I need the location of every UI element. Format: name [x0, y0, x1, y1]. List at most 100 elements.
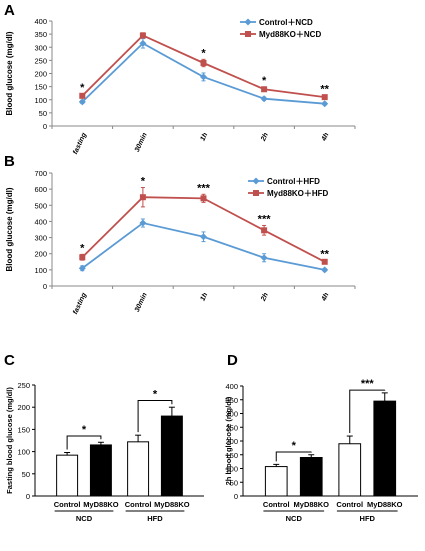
- panel-label: B: [4, 153, 15, 170]
- group-label: NCD: [76, 514, 93, 523]
- bar-label: Control: [263, 500, 290, 509]
- y-tick-label: 200: [17, 403, 30, 412]
- bar: [373, 400, 397, 497]
- significance-marker: *: [82, 424, 87, 436]
- legend-label: Myd88KO＋NCD: [259, 30, 321, 39]
- series-line: [81, 196, 326, 263]
- bar: [89, 444, 112, 497]
- data-point: [139, 32, 146, 39]
- data-point: [260, 95, 268, 103]
- x-tick-label: fasting: [72, 131, 88, 155]
- y-tick-label: 300: [34, 43, 47, 52]
- data-point: [321, 100, 329, 108]
- data-point: [139, 39, 147, 47]
- data-point: [79, 254, 86, 261]
- panel-label: D: [227, 352, 238, 369]
- significance-marker: **: [320, 84, 329, 96]
- y-tick-label: 0: [234, 492, 238, 501]
- y-tick-label: 250: [17, 381, 30, 390]
- significance-marker: *: [262, 75, 267, 87]
- y-tick-label: 200: [34, 250, 47, 259]
- y-tick-label: 400: [225, 382, 238, 391]
- panel-label: C: [4, 352, 15, 369]
- y-tick-label: 100: [34, 266, 47, 275]
- x-tick-label: 4h: [320, 132, 330, 143]
- y-tick-label: 50: [22, 470, 30, 479]
- x-tick-label: 1h: [200, 292, 210, 302]
- bar-label: Control: [336, 500, 363, 509]
- x-tick-label: 1h: [200, 132, 210, 142]
- significance-marker: ***: [361, 378, 375, 390]
- data-point: [261, 227, 268, 234]
- group-label: NCD: [286, 514, 303, 523]
- y-tick-label: 700: [34, 169, 47, 178]
- bar-label: Control: [125, 500, 152, 509]
- data-point: [260, 254, 268, 262]
- x-tick-label: fasting: [72, 291, 88, 315]
- y-tick-label: 100: [225, 465, 238, 474]
- y-tick-label: 350: [225, 396, 238, 405]
- data-point: [321, 94, 328, 101]
- y-axis-label: Blood glucose (mg/dl): [5, 187, 14, 271]
- y-tick-label: 300: [34, 234, 47, 243]
- significance-bracket: [349, 389, 386, 434]
- x-tick-label: 2h: [260, 292, 270, 303]
- significance-bracket: [275, 451, 312, 462]
- series-line: [81, 222, 325, 271]
- data-point: [321, 266, 329, 274]
- bar-label: MyD88KO: [294, 500, 330, 509]
- y-tick-label: 0: [26, 492, 30, 501]
- y-tick-label: 350: [34, 30, 47, 39]
- y-tick-label: 250: [34, 56, 47, 65]
- bar: [264, 466, 288, 497]
- x-tick-label: 4h: [320, 292, 330, 303]
- bar-label: MyD88KO: [83, 500, 119, 509]
- data-point: [200, 195, 207, 202]
- panel-label: A: [4, 2, 15, 19]
- y-axis-label: Blood glucose (mg/dl): [5, 31, 14, 115]
- bar-label: MyD88KO: [154, 500, 190, 509]
- x-tick-label: 2h: [260, 132, 270, 143]
- legend-marker: [252, 177, 260, 185]
- bar-label: Control: [54, 500, 81, 509]
- legend-label: Control＋HFD: [267, 177, 320, 186]
- y-tick-label: 0: [43, 282, 47, 291]
- data-point: [78, 264, 86, 272]
- bar: [127, 441, 150, 497]
- significance-bracket: [137, 400, 173, 433]
- y-tick-label: 200: [225, 437, 238, 446]
- data-point: [200, 60, 207, 66]
- y-tick-label: 200: [34, 70, 47, 79]
- significance-marker: *: [201, 47, 206, 59]
- significance-marker: ***: [197, 182, 211, 194]
- y-tick-label: 300: [225, 410, 238, 419]
- y-tick-label: 100: [17, 448, 30, 457]
- y-axis-label: 2h blood glucose (mg/dl): [224, 396, 233, 485]
- group-label: HFD: [360, 514, 376, 523]
- y-tick-label: 500: [34, 201, 47, 210]
- data-point: [261, 86, 268, 93]
- significance-marker: **: [320, 248, 329, 260]
- legend-marker: [245, 31, 251, 37]
- y-tick-label: 400: [34, 17, 47, 26]
- data-point: [321, 258, 328, 265]
- data-point: [200, 233, 207, 241]
- significance-bracket: [66, 435, 102, 450]
- legend-marker: [253, 190, 259, 196]
- data-point: [79, 92, 86, 99]
- significance-marker: ***: [258, 213, 272, 225]
- y-tick-label: 150: [17, 425, 30, 434]
- y-axis-label: Fasting blood glucose (mg/dl): [5, 387, 14, 494]
- data-point: [139, 219, 147, 227]
- y-tick-label: 400: [34, 217, 47, 226]
- x-tick-label: 30min: [134, 132, 149, 153]
- bar: [56, 454, 79, 497]
- y-tick-label: 250: [225, 423, 238, 432]
- y-tick-label: 600: [34, 185, 47, 194]
- y-tick-label: 150: [34, 83, 47, 92]
- group-label: HFD: [147, 514, 163, 523]
- significance-marker: *: [141, 176, 146, 188]
- data-point: [139, 194, 146, 201]
- data-point: [200, 73, 207, 81]
